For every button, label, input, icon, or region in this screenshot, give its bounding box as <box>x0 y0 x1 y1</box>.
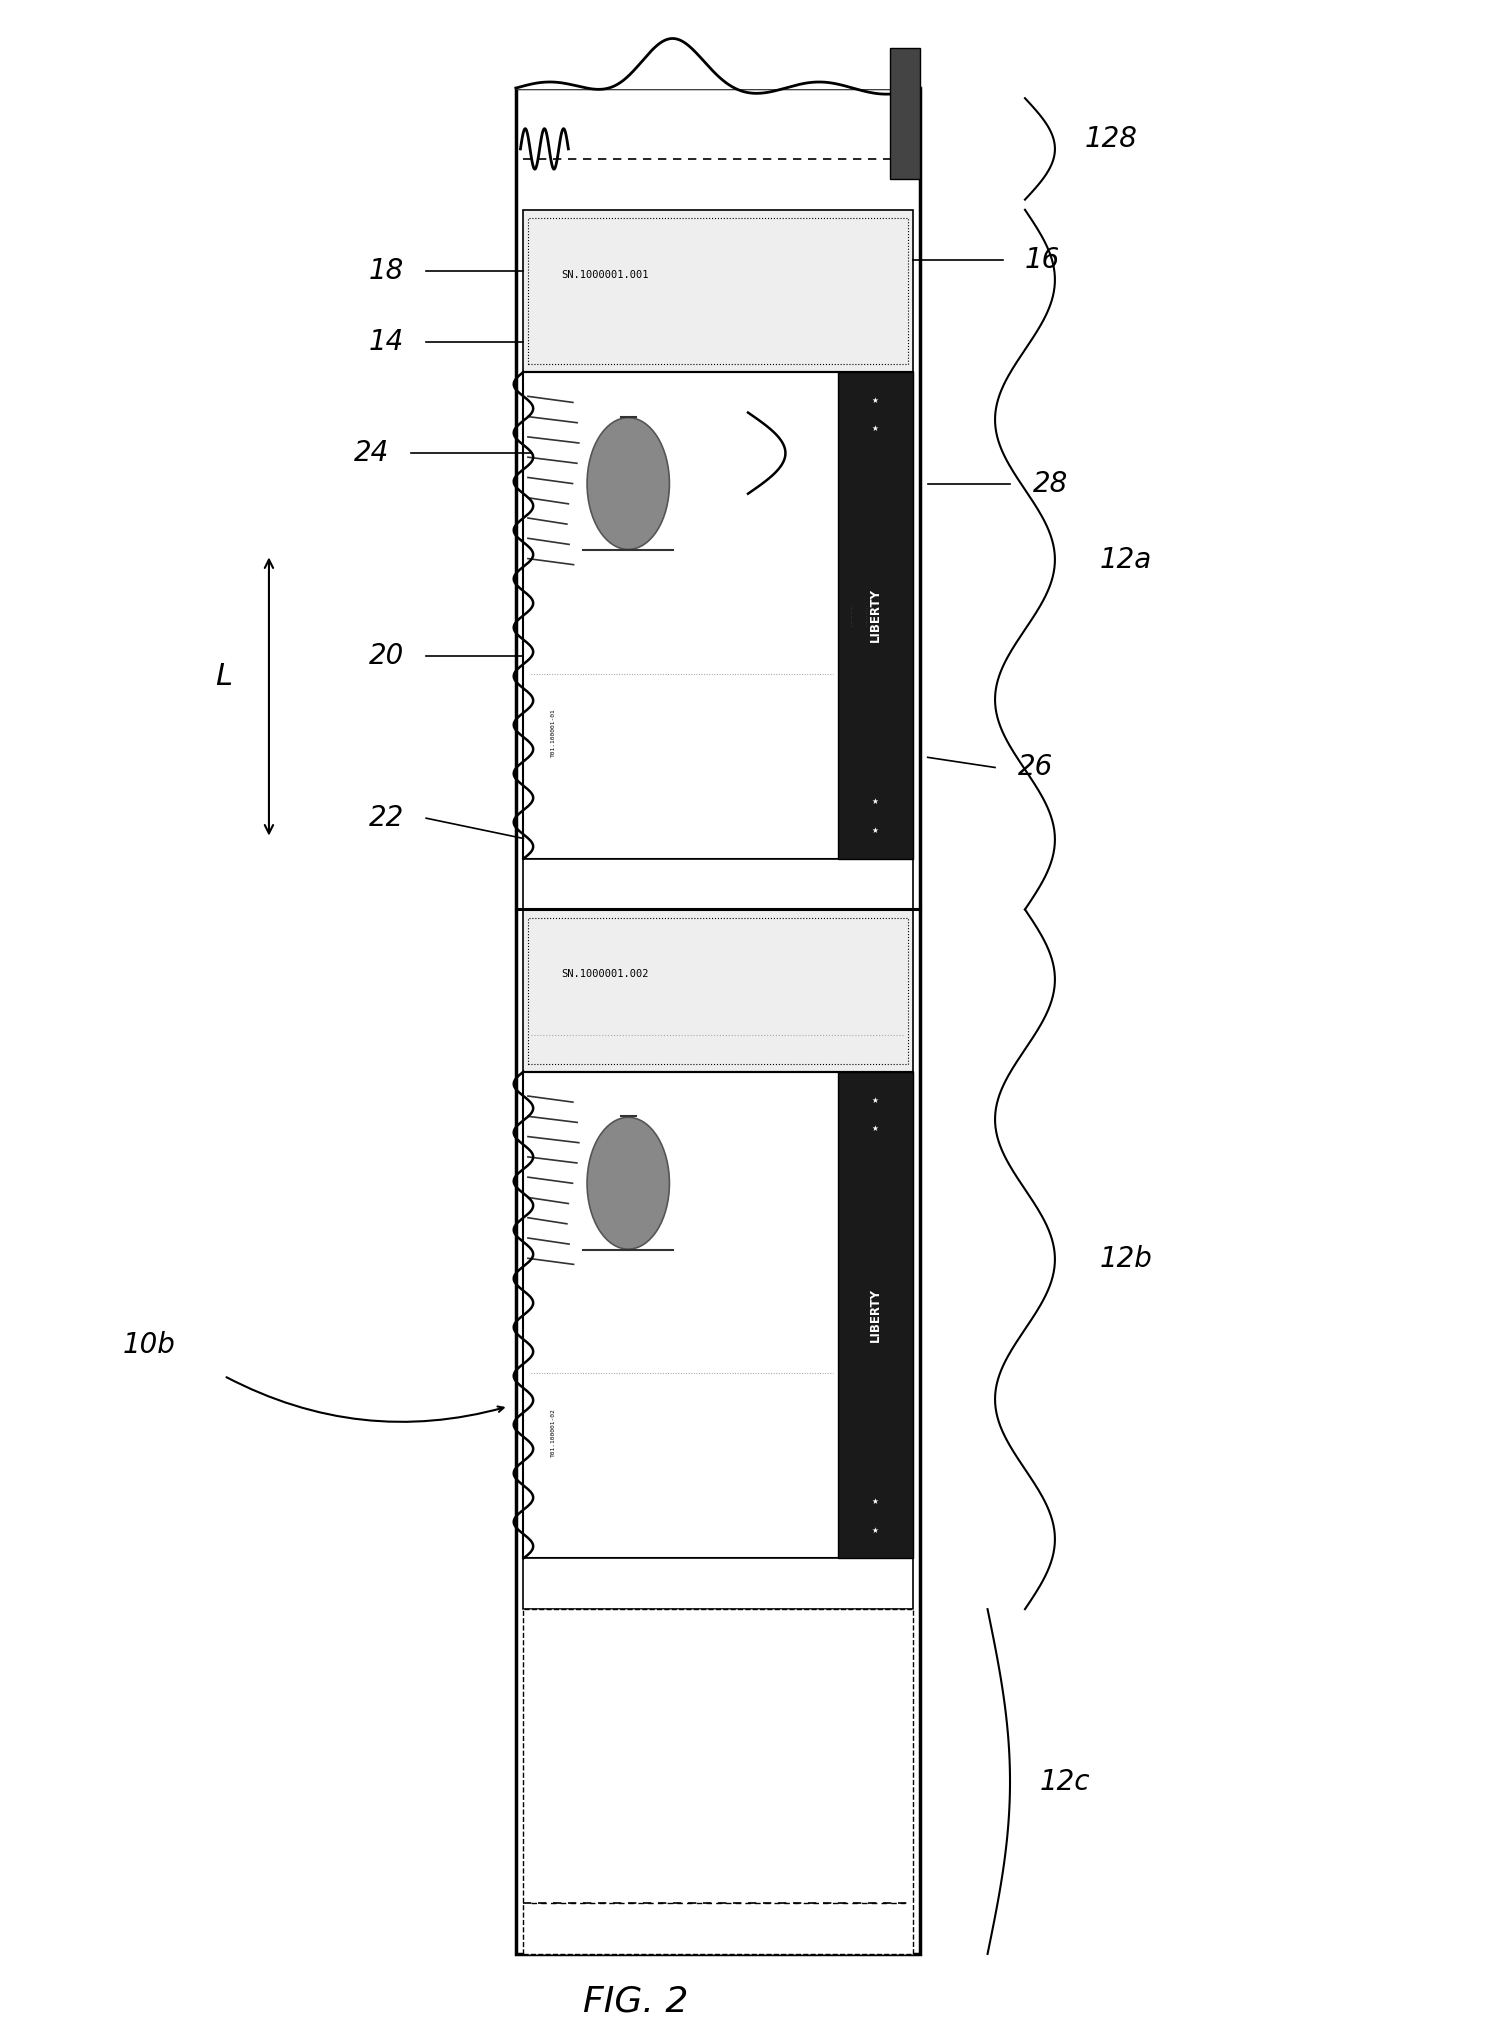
Bar <box>527 218 908 363</box>
Text: ★: ★ <box>872 825 879 835</box>
Bar <box>523 372 913 860</box>
Text: 24: 24 <box>354 439 388 468</box>
Text: 16: 16 <box>1024 247 1061 274</box>
Text: ★: ★ <box>872 1497 879 1507</box>
Bar <box>523 210 913 372</box>
Ellipse shape <box>588 1117 669 1250</box>
Text: 128: 128 <box>1085 125 1138 153</box>
Text: ★: ★ <box>872 1123 879 1133</box>
Text: 20: 20 <box>369 641 403 670</box>
Text: ★: ★ <box>872 425 879 433</box>
Text: 18: 18 <box>369 257 403 284</box>
Text: 12c: 12c <box>1040 1768 1091 1795</box>
Text: 10b: 10b <box>122 1331 175 1360</box>
Bar <box>523 1072 913 1558</box>
Text: 12a: 12a <box>1100 545 1151 574</box>
Ellipse shape <box>588 419 669 549</box>
Bar <box>515 88 920 1954</box>
Text: ★: ★ <box>872 1097 879 1105</box>
Bar <box>523 860 913 909</box>
Bar <box>527 917 908 1064</box>
Text: 28: 28 <box>1032 470 1068 498</box>
Text: ★: ★ <box>872 798 879 807</box>
Text: · · · · · · · · ·: · · · · · · · · · <box>866 604 870 627</box>
Text: 26: 26 <box>1017 753 1053 782</box>
Bar <box>890 47 920 180</box>
Bar <box>837 372 913 860</box>
Bar <box>523 1609 913 1954</box>
Bar <box>523 909 913 1072</box>
Text: T01.100001-02: T01.100001-02 <box>550 1409 556 1458</box>
Text: LIBERTY: LIBERTY <box>869 1289 882 1342</box>
Text: 22: 22 <box>369 805 403 833</box>
Bar <box>523 1558 913 1609</box>
Text: 12b: 12b <box>1100 1246 1153 1274</box>
Text: SN.1000001.002: SN.1000001.002 <box>561 970 648 980</box>
Bar <box>837 1072 913 1558</box>
Text: LIBERTY: LIBERTY <box>869 588 882 643</box>
Text: · · · · · · · · ·: · · · · · · · · · <box>851 604 855 627</box>
Text: ★: ★ <box>872 396 879 404</box>
Text: ★: ★ <box>872 1525 879 1534</box>
Text: FIG. 2: FIG. 2 <box>583 1985 689 2020</box>
Text: T01.100001-01: T01.100001-01 <box>550 709 556 758</box>
Text: L: L <box>216 662 233 690</box>
Text: SN.1000001.001: SN.1000001.001 <box>561 270 648 280</box>
Text: 14: 14 <box>369 327 403 355</box>
